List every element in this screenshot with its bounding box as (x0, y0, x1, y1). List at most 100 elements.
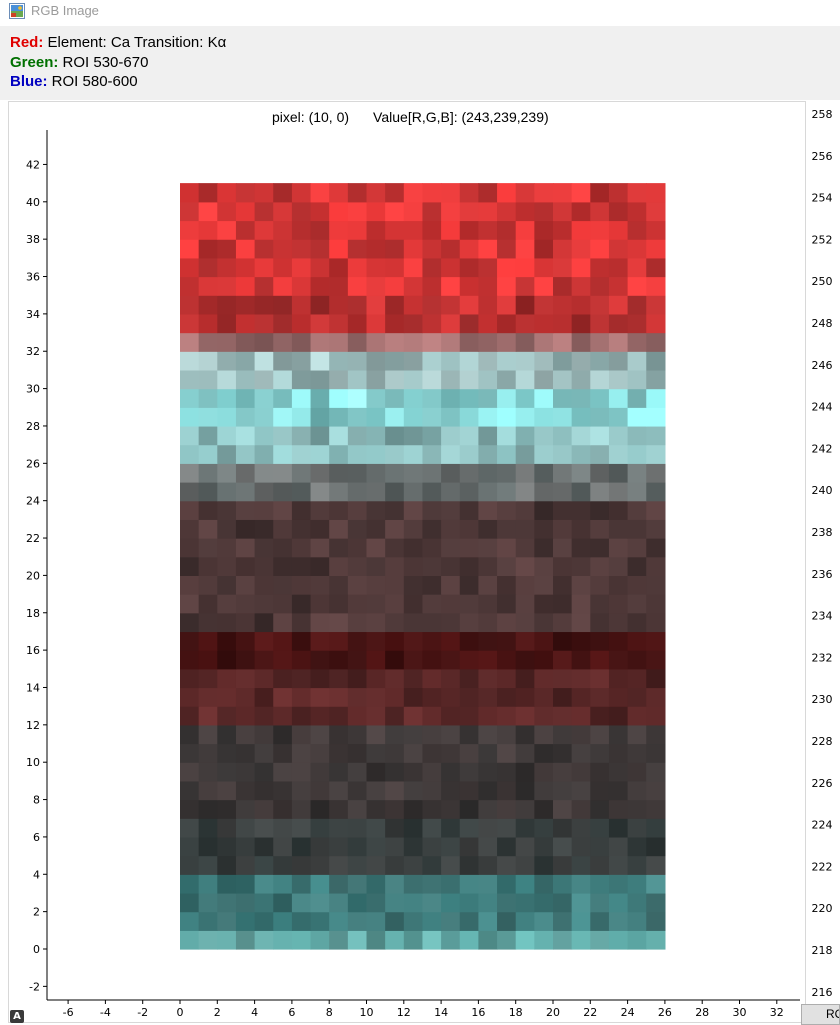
image-pixel (254, 201, 274, 222)
image-pixel (478, 388, 498, 408)
image-pixel (441, 874, 461, 894)
image-pixel (180, 724, 200, 745)
image-pixel (478, 500, 498, 520)
image-pixel (329, 482, 349, 502)
image-pixel (217, 538, 237, 558)
image-pixel (403, 892, 424, 913)
image-pixel (347, 706, 368, 726)
image-pixel (217, 687, 237, 707)
colorbar-label: 234 (812, 610, 833, 623)
image-pixel (646, 668, 666, 689)
image-pixel (235, 276, 256, 296)
image-pixel (515, 575, 535, 595)
image-pixel (515, 407, 535, 427)
image-pixel (553, 313, 573, 334)
image-pixel (422, 930, 442, 950)
image-pixel (235, 631, 256, 651)
image-pixel (441, 519, 461, 539)
image-pixel (590, 313, 610, 334)
image-pixel (553, 407, 573, 427)
image-pixel (254, 313, 274, 334)
image-pixel (422, 594, 442, 614)
image-pixel (590, 706, 610, 726)
image-pixel (329, 762, 349, 782)
image-pixel (235, 425, 256, 446)
image-pixel (646, 425, 666, 446)
image-pixel (254, 556, 274, 576)
image-pixel (217, 482, 237, 502)
image-pixel (590, 799, 610, 819)
image-pixel (254, 482, 274, 502)
image-pixel (291, 351, 312, 371)
image-pixel (515, 818, 535, 838)
image-pixel (198, 201, 218, 222)
image-pixel (385, 668, 405, 689)
image-pixel (459, 369, 479, 390)
image-pixel (366, 444, 386, 464)
image-pixel (198, 482, 218, 502)
image-pixel (254, 799, 274, 819)
image-pixel (627, 930, 647, 950)
image-pixel (534, 612, 554, 633)
image-pixel (422, 183, 442, 203)
image-pixel (459, 351, 479, 371)
y-tick-label: 2 (33, 906, 40, 919)
image-pixel (366, 369, 386, 390)
image-pixel (198, 930, 218, 950)
image-pixel (385, 500, 405, 520)
image-pixel (627, 556, 647, 576)
image-pixel (441, 220, 461, 240)
image-pixel (441, 201, 461, 222)
image-pixel (553, 799, 573, 819)
image-pixel (310, 239, 330, 259)
image-pixel (478, 295, 498, 315)
image-pixel (291, 220, 312, 240)
image-pixel (347, 388, 368, 408)
image-pixel (515, 612, 535, 633)
image-pixel (235, 519, 256, 539)
x-tick-label: 8 (326, 1006, 333, 1019)
image-pixel (235, 780, 256, 801)
image-pixel (422, 631, 442, 651)
image-pixel (422, 463, 442, 483)
image-pixel (329, 444, 349, 464)
image-pixel (478, 631, 498, 651)
image-pixel (385, 818, 405, 838)
image-pixel (553, 855, 573, 875)
image-pixel (273, 351, 293, 371)
image-pixel (254, 500, 274, 520)
image-pixel (459, 332, 479, 352)
roi-button[interactable]: ROI (801, 1004, 840, 1025)
y-tick-label: 14 (26, 681, 40, 694)
image-pixel (497, 575, 517, 595)
image-pixel (385, 183, 405, 203)
image-pixel (273, 276, 293, 296)
image-pixel (571, 220, 591, 240)
image-pixel (273, 332, 293, 352)
image-pixel (180, 780, 200, 801)
image-pixel (385, 276, 405, 296)
image-pixel (646, 631, 666, 651)
image-pixel (217, 892, 237, 913)
image-pixel (385, 538, 405, 558)
image-pixel (459, 855, 479, 875)
image-pixel (310, 836, 330, 857)
y-tick-label: 18 (26, 607, 40, 620)
colorbar-label: 236 (812, 568, 833, 581)
image-pixel (478, 257, 498, 278)
image-pixel (422, 762, 442, 782)
image-pixel (627, 183, 647, 203)
image-pixel (235, 687, 256, 707)
image-pixel (385, 874, 405, 894)
image-pixel (180, 687, 200, 707)
image-pixel (273, 369, 293, 390)
image-pixel (347, 183, 368, 203)
image-pixel (310, 743, 330, 763)
annotation-icon[interactable]: A (10, 1010, 24, 1023)
image-pixel (273, 500, 293, 520)
image-pixel (441, 239, 461, 259)
image-pixel (497, 257, 517, 278)
image-pixel (441, 911, 461, 931)
image-pixel (254, 780, 274, 801)
